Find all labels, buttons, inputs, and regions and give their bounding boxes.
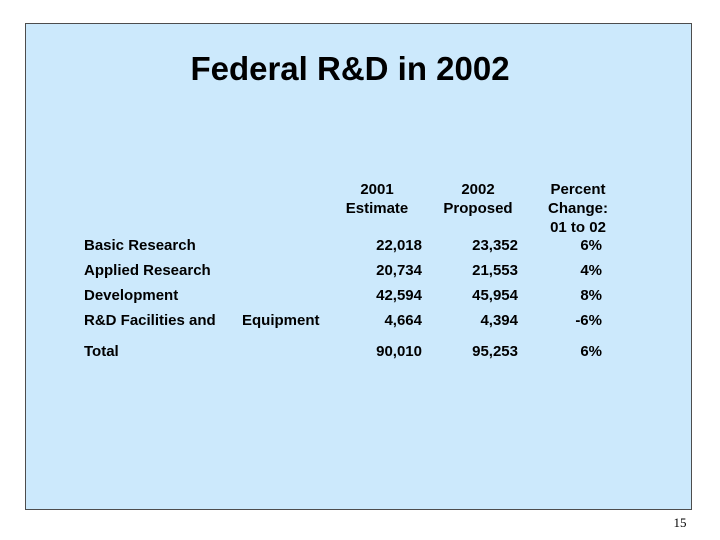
value-2002: 4,394 <box>480 312 518 329</box>
value-percent-change: -6% <box>575 312 602 329</box>
value-percent-change: 4% <box>580 262 602 279</box>
page-number: 15 <box>673 515 687 530</box>
column-header-line: Percent <box>550 181 606 198</box>
value-2002: 21,553 <box>472 262 518 279</box>
value-percent-change: 8% <box>580 287 602 304</box>
value-percent-change: 6% <box>580 237 602 254</box>
value-2001: 90,010 <box>376 343 422 360</box>
row-label: Applied Research <box>84 262 211 279</box>
slide-panel <box>25 23 692 510</box>
column-header-line: 2001 <box>360 181 394 198</box>
value-2002: 23,352 <box>472 237 518 254</box>
row-label: R&D Facilities and <box>84 312 216 329</box>
row-label-continued: Equipment <box>242 312 320 329</box>
column-header-line: Estimate <box>345 200 409 217</box>
value-2001: 22,018 <box>376 237 422 254</box>
value-2001: 20,734 <box>376 262 422 279</box>
value-percent-change: 6% <box>580 343 602 360</box>
row-label: Basic Research <box>84 237 196 254</box>
column-header-line: Change: <box>548 200 608 217</box>
slide-title: Federal R&D in 2002 <box>190 50 510 87</box>
row-label: Development <box>84 287 179 304</box>
column-header-line: 2002 <box>461 181 495 198</box>
column-header-line: Proposed <box>443 200 513 217</box>
value-2001: 4,664 <box>384 312 422 329</box>
value-2002: 95,253 <box>472 343 518 360</box>
value-2002: 45,954 <box>472 287 518 304</box>
column-header-line: 01 to 02 <box>550 219 606 236</box>
value-2001: 42,594 <box>376 287 422 304</box>
row-label: Total <box>84 343 119 360</box>
